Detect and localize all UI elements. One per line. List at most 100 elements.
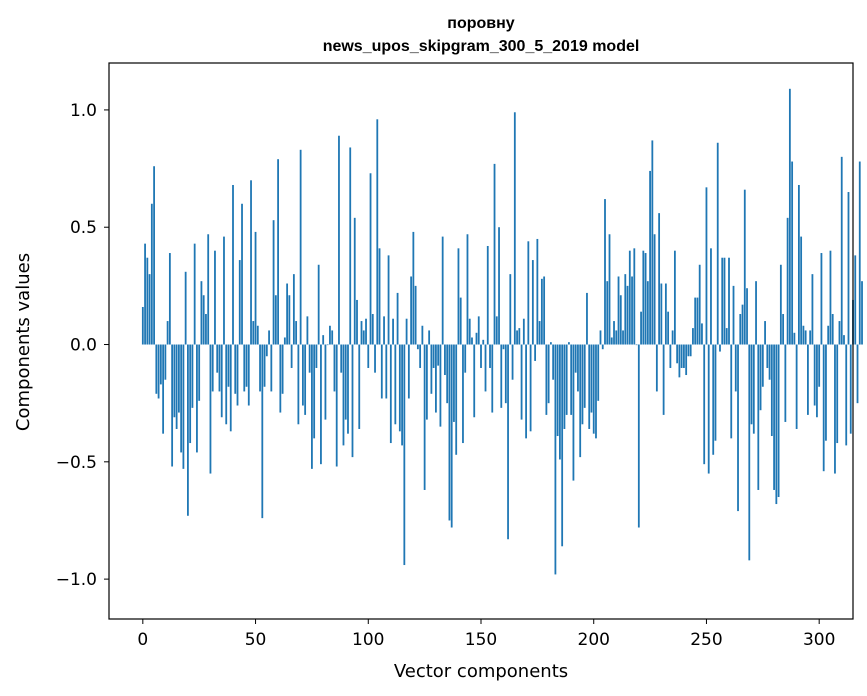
bar xyxy=(254,231,257,345)
bar xyxy=(755,281,757,345)
bar xyxy=(856,344,859,404)
bar xyxy=(773,344,775,490)
x-tick-label: 150 xyxy=(465,630,497,650)
bar xyxy=(146,257,149,345)
bar xyxy=(739,314,742,345)
bar xyxy=(297,344,300,425)
bar xyxy=(441,236,444,345)
bar xyxy=(779,264,782,345)
bar xyxy=(565,344,568,415)
bar xyxy=(540,278,543,345)
bar xyxy=(223,236,225,345)
bar xyxy=(362,330,365,345)
bar xyxy=(159,344,162,385)
bar xyxy=(290,344,293,368)
bar xyxy=(234,344,237,394)
bar xyxy=(180,344,183,453)
bar xyxy=(141,306,144,345)
bar xyxy=(662,344,665,415)
y-tick-label: −0.5 xyxy=(56,453,97,473)
bar xyxy=(513,112,516,345)
bar xyxy=(710,248,712,345)
bar xyxy=(831,314,834,345)
bar xyxy=(198,344,201,401)
bar xyxy=(322,335,325,345)
bar xyxy=(308,344,311,373)
bar xyxy=(155,344,158,394)
bar xyxy=(329,325,331,345)
bar xyxy=(407,344,410,399)
bar xyxy=(804,330,807,345)
bar xyxy=(428,330,431,345)
bar xyxy=(689,344,692,357)
bar xyxy=(306,316,309,345)
bar xyxy=(292,274,295,345)
bar xyxy=(680,344,683,368)
bar xyxy=(725,328,728,345)
bar xyxy=(811,274,814,345)
bar xyxy=(166,321,169,345)
bar xyxy=(288,295,291,345)
bar xyxy=(723,257,726,345)
bar xyxy=(561,344,564,547)
bar xyxy=(150,203,153,345)
bar xyxy=(529,344,532,432)
bar xyxy=(392,318,394,345)
bar xyxy=(374,344,376,373)
bar xyxy=(241,203,243,345)
bar xyxy=(748,344,751,561)
bar xyxy=(807,344,809,415)
bar xyxy=(504,344,507,404)
bar xyxy=(655,344,658,392)
bar xyxy=(202,295,205,345)
bar xyxy=(464,344,467,373)
bar xyxy=(547,344,550,404)
bar xyxy=(861,281,863,345)
y-tick-label: 0.5 xyxy=(70,218,97,238)
bar xyxy=(705,187,708,345)
y-tick-label: −1.0 xyxy=(56,570,97,590)
bar xyxy=(543,276,546,345)
bar xyxy=(423,344,426,490)
bar xyxy=(653,234,656,345)
bar xyxy=(538,321,541,345)
bar xyxy=(761,344,764,387)
bar xyxy=(477,316,480,345)
bar xyxy=(707,344,710,474)
bar xyxy=(556,344,559,437)
bar xyxy=(730,344,733,439)
bar xyxy=(667,311,670,345)
bar xyxy=(347,344,349,434)
bar xyxy=(416,344,419,350)
bar xyxy=(286,283,289,345)
bar xyxy=(182,344,185,469)
bar xyxy=(784,344,787,422)
bar xyxy=(522,318,525,345)
bar xyxy=(581,344,584,425)
bar xyxy=(405,318,408,345)
chart-title: поровну xyxy=(447,15,514,32)
bar xyxy=(256,325,259,345)
bar xyxy=(595,344,597,439)
bar xyxy=(628,250,631,345)
bar xyxy=(277,159,279,345)
bar xyxy=(520,344,523,420)
bar xyxy=(453,344,455,422)
bar xyxy=(480,344,482,368)
bar xyxy=(220,344,223,418)
bar xyxy=(592,344,595,434)
bar xyxy=(153,166,155,345)
bar xyxy=(148,274,151,345)
bar xyxy=(802,325,805,345)
bar xyxy=(439,344,442,427)
bar xyxy=(250,180,252,345)
bar xyxy=(518,328,521,345)
bar xyxy=(624,274,627,345)
bar xyxy=(344,344,347,420)
bar xyxy=(462,344,464,444)
bar xyxy=(795,344,798,429)
bar xyxy=(651,140,654,345)
bar xyxy=(649,170,651,345)
bar xyxy=(157,344,160,399)
bar xyxy=(673,250,676,345)
